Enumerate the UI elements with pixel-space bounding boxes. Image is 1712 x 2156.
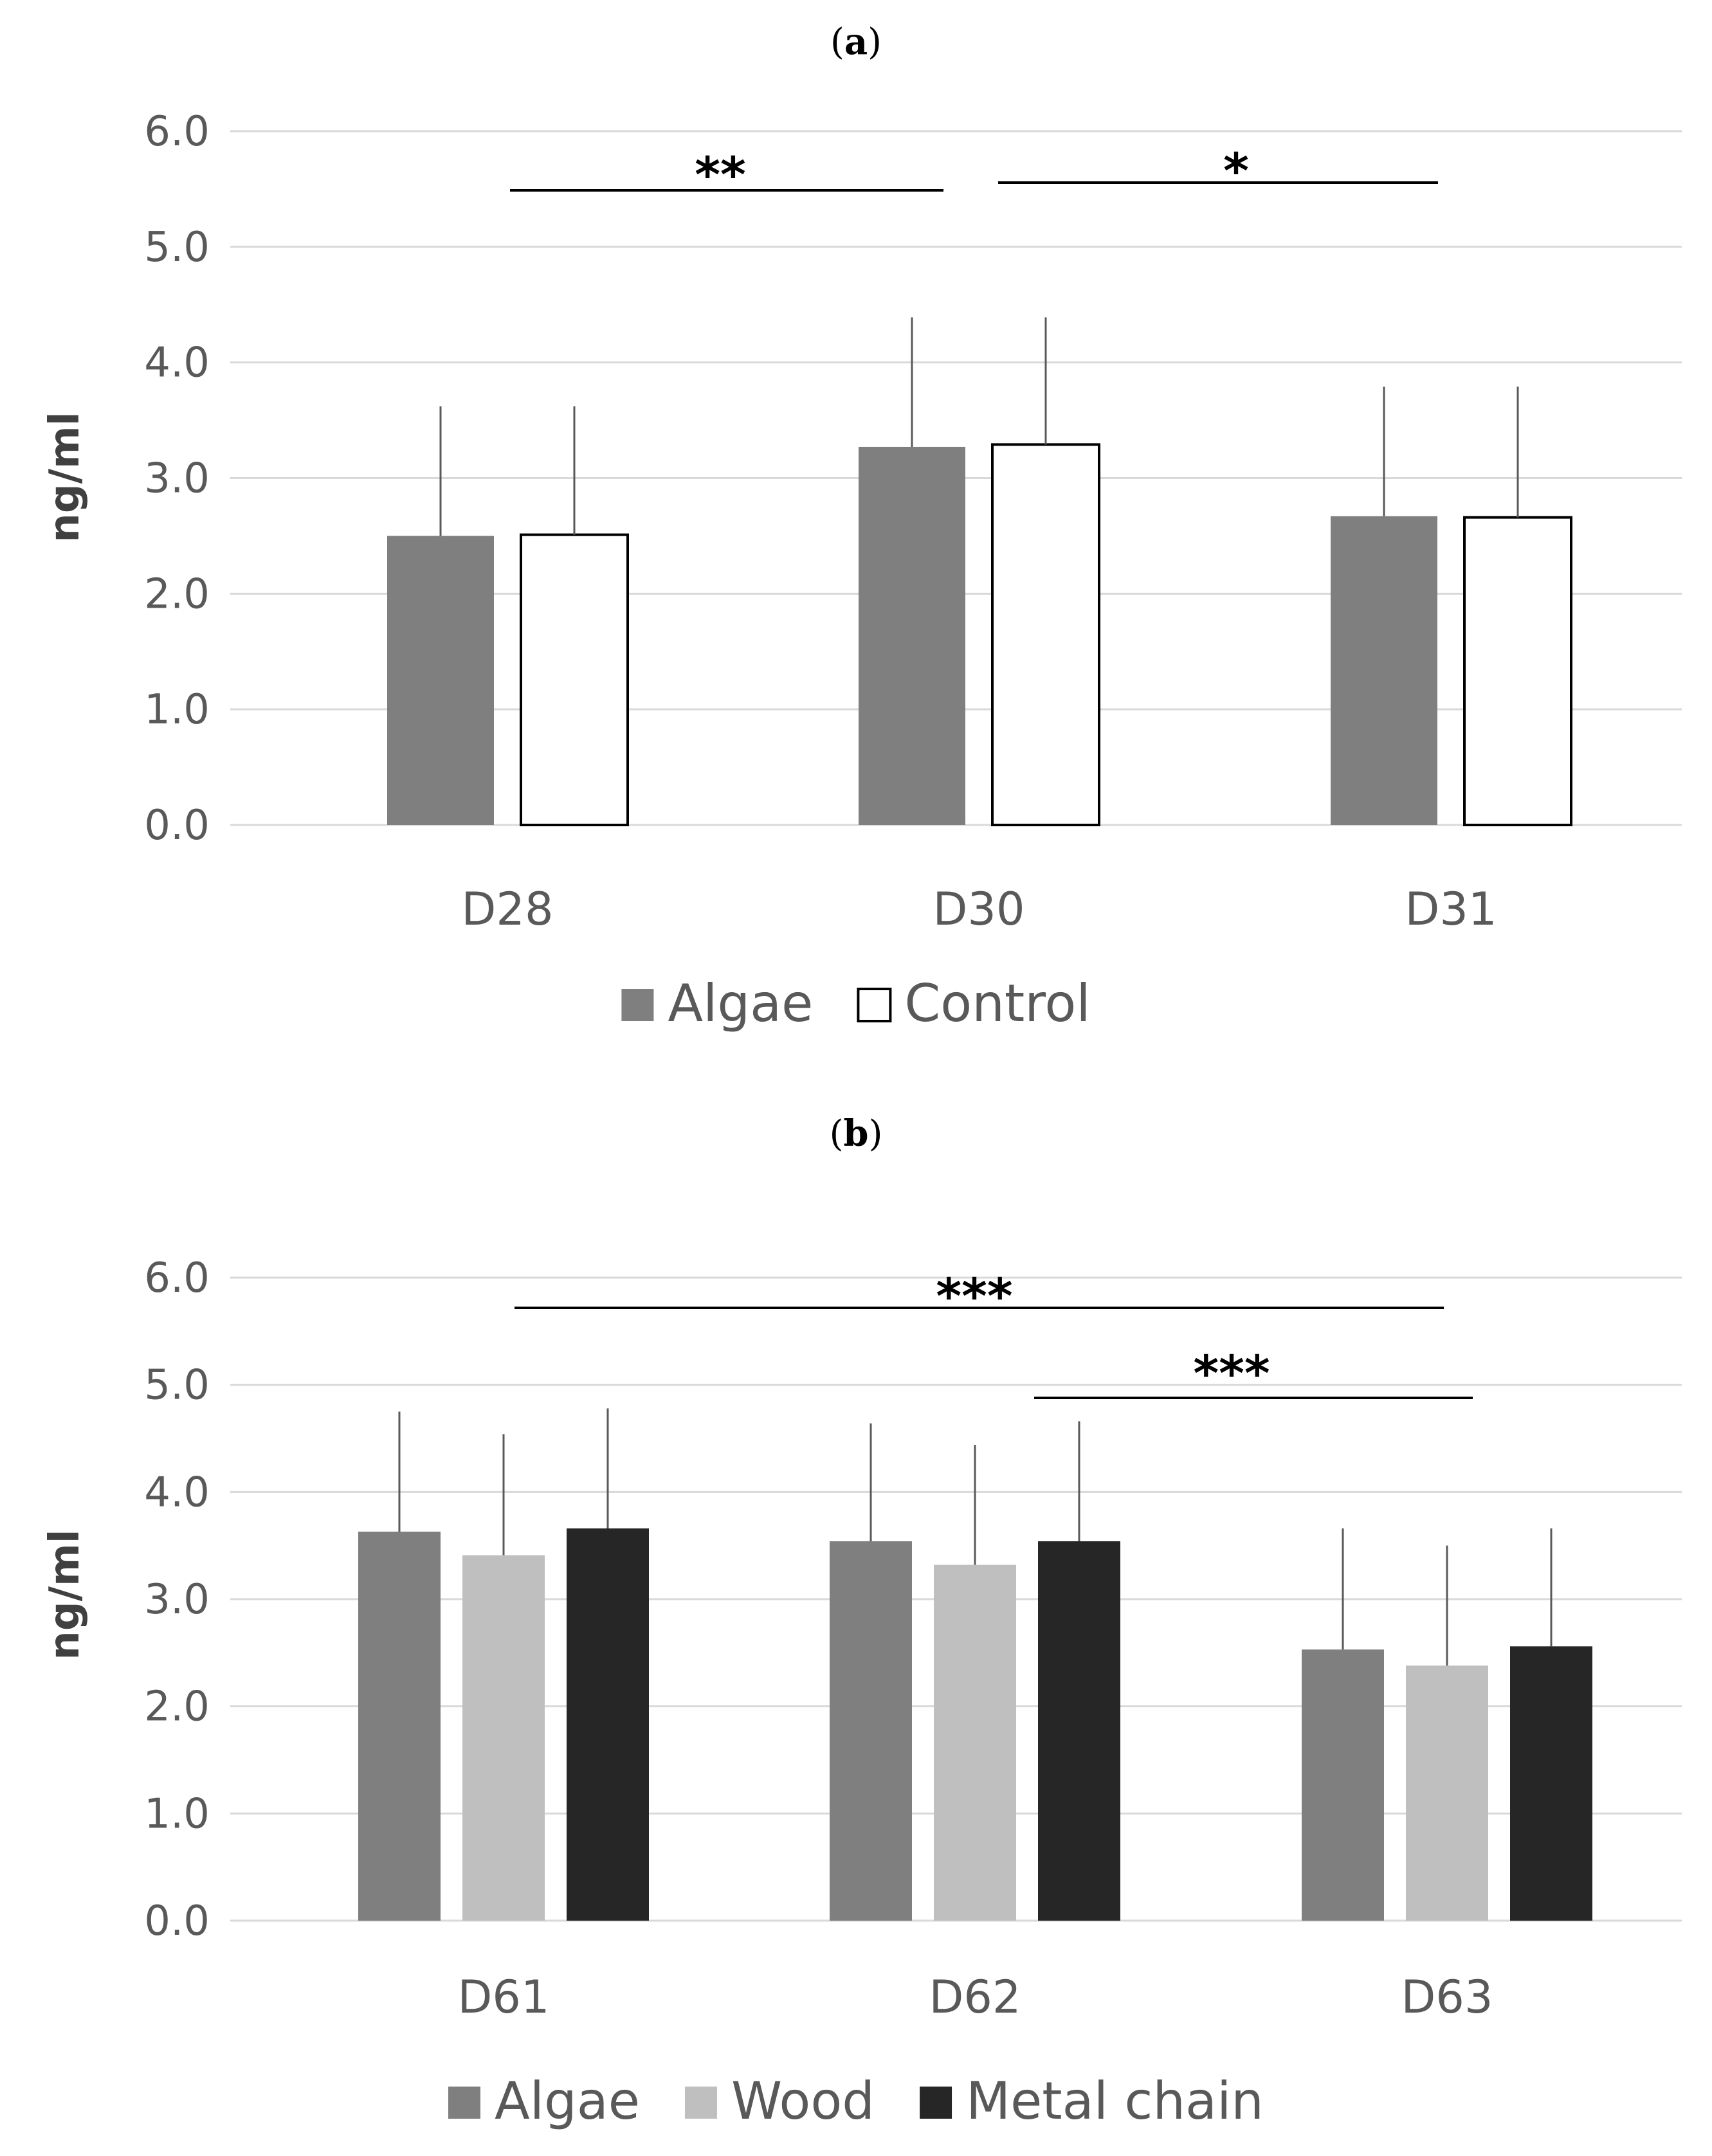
- x-category-label: D28: [462, 883, 554, 936]
- significance-marker: **: [695, 146, 746, 203]
- panel-a-legend: Algae Control: [621, 974, 1091, 1033]
- y-tick-label: 4.0: [144, 340, 210, 387]
- significance-marker: *: [1223, 142, 1249, 199]
- y-tick-label: 0.0: [144, 802, 210, 849]
- legend-swatch-metal-chain: [920, 2087, 952, 2119]
- panel-b-error-bars: [398, 1408, 1553, 1666]
- y-tick-label: 3.0: [144, 1576, 210, 1624]
- y-tick-label: 5.0: [144, 1362, 210, 1409]
- bar-metal-chain-d61: [567, 1528, 649, 1921]
- y-tick-label: 2.0: [144, 570, 210, 618]
- bar-algae-d28: [387, 536, 494, 825]
- bar-control-d31: [1463, 516, 1572, 826]
- x-category-label: D30: [933, 883, 1025, 936]
- bar-wood-d62: [934, 1564, 1016, 1921]
- bar-control-d30: [991, 443, 1100, 826]
- bar-algae-d61: [358, 1532, 441, 1921]
- y-tick-label: 6.0: [144, 1255, 210, 1302]
- panel-b: (b) 0.01.02.03.04.05.06.0 D61 D62 D63 ****…: [41, 1112, 1682, 2131]
- legend-label: Control: [904, 974, 1090, 1033]
- bar-algae-d62: [830, 1541, 912, 1921]
- panel-b-label: (b): [830, 1112, 883, 1155]
- x-category-label: D63: [1401, 1971, 1493, 2024]
- bar-metal-chain-d62: [1038, 1541, 1120, 1921]
- bar-wood-d63: [1406, 1665, 1488, 1921]
- panel-b-category-labels: D61 D62 D63: [458, 1971, 1493, 2024]
- panel-b-y-tick-labels: 0.0 1.0 2.0 3.0 4.0 5.0 6.0: [144, 1255, 210, 1945]
- y-tick-label: 1.0: [144, 686, 210, 734]
- panel-a-y-axis-title: ng/ml: [41, 412, 89, 542]
- significance-marker: ***: [936, 1267, 1012, 1325]
- legend-label: Metal chain: [966, 2071, 1264, 2131]
- y-tick-label: 1.0: [144, 1790, 210, 1838]
- panel-b-y-axis-title: ng/ml: [41, 1529, 89, 1660]
- panel-b-bars: [358, 1528, 1592, 1921]
- panel-a-significance: ** *: [510, 142, 1438, 203]
- panel-a-error-bars: [439, 317, 1519, 536]
- x-category-label: D62: [929, 1971, 1021, 2024]
- y-tick-label: 3.0: [144, 455, 210, 503]
- y-tick-label: 0.0: [144, 1898, 210, 1945]
- bar-wood-d61: [462, 1555, 545, 1921]
- legend-swatch-control: [857, 988, 892, 1022]
- x-category-label: D61: [458, 1971, 550, 2024]
- bar-metal-chain-d63: [1510, 1646, 1592, 1921]
- bar-algae-d31: [1331, 516, 1437, 825]
- legend-label: Algae: [495, 2071, 640, 2131]
- legend-swatch-wood: [684, 2087, 717, 2119]
- y-tick-label: 5.0: [144, 224, 210, 271]
- panel-a: (a) 0.01.02.03.04.05.06.0 D28 D30 D31 ** * …: [41, 21, 1682, 1033]
- legend-label: Wood: [731, 2071, 875, 2131]
- panel-a-category-labels: D28 D30 D31: [462, 883, 1497, 936]
- panel-b-legend: Algae Wood Metal chain: [448, 2071, 1264, 2131]
- y-tick-label: 4.0: [144, 1469, 210, 1516]
- bar-control-d28: [520, 533, 629, 826]
- x-category-label: D31: [1405, 883, 1497, 936]
- legend-swatch-algae: [448, 2087, 480, 2119]
- panel-a-y-tick-labels: 0.0 1.0 2.0 3.0 4.0 5.0 6.0: [144, 108, 210, 849]
- significance-marker: ***: [1193, 1345, 1270, 1402]
- y-tick-label: 6.0: [144, 108, 210, 156]
- legend-label: Algae: [668, 974, 813, 1033]
- y-tick-label: 2.0: [144, 1683, 210, 1731]
- legend-swatch-algae: [621, 989, 654, 1021]
- bar-algae-d30: [859, 446, 965, 825]
- panel-b-significance: *** ***: [515, 1267, 1473, 1402]
- panel-a-label: (a): [830, 21, 882, 63]
- panel-a-bars: [387, 443, 1572, 826]
- bar-algae-d63: [1302, 1649, 1384, 1921]
